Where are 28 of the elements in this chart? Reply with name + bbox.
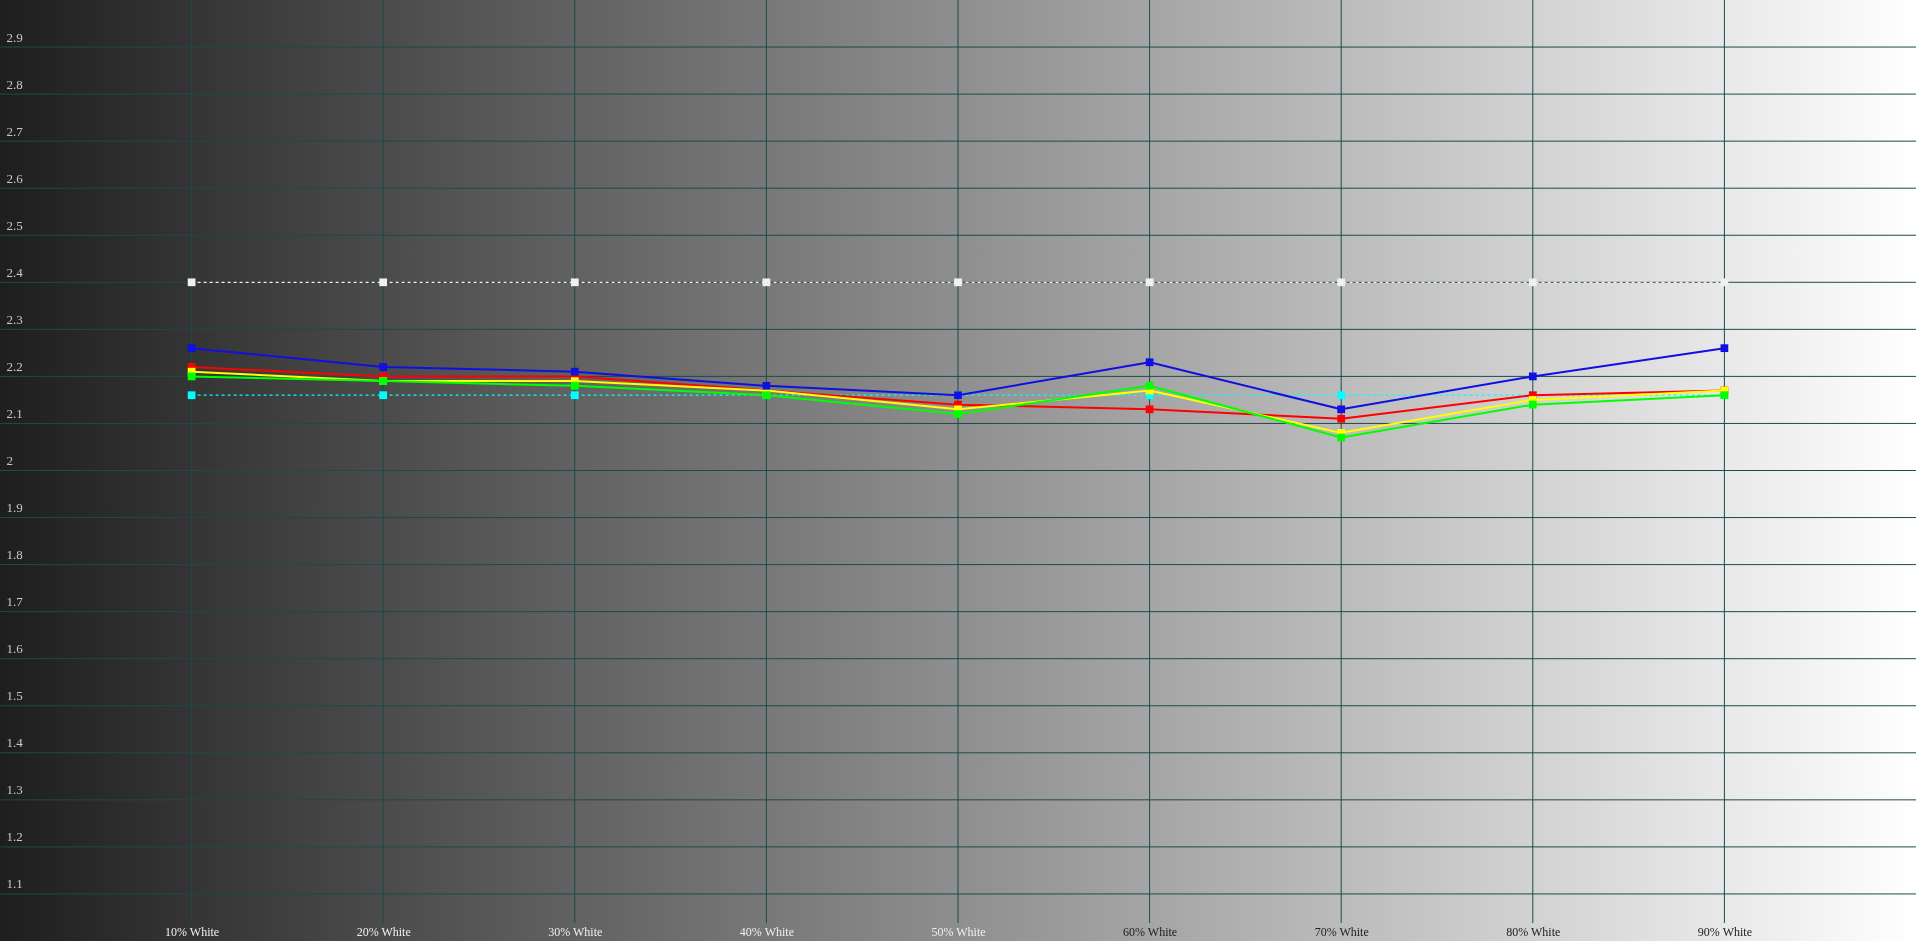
y-tick-label: 2.5 [6, 217, 23, 233]
x-tick-label: 40% White [739, 924, 794, 939]
y-tick-label: 1.1 [6, 876, 23, 892]
y-tick-label: 1.8 [6, 547, 23, 563]
y-tick-label: 2.2 [6, 358, 23, 374]
y-tick-label: 1.2 [6, 829, 23, 845]
x-tick-label: 50% White [931, 924, 986, 939]
x-tick-label: 80% White [1506, 924, 1561, 939]
y-tick-label: 2.9 [6, 29, 23, 45]
x-tick-label: 60% White [1123, 924, 1178, 939]
y-tick-label: 2.1 [6, 405, 23, 421]
y-tick-label: 2.8 [6, 76, 23, 92]
y-tick-label: 1.3 [6, 782, 23, 798]
y-tick-label: 2.6 [6, 170, 24, 186]
y-tick-label: 1.6 [6, 641, 24, 657]
x-tick-label: 20% White [356, 924, 411, 939]
y-tick-label: 1.7 [6, 594, 24, 610]
y-tick-label: 2.3 [6, 311, 23, 327]
y-tick-label: 1.4 [6, 735, 24, 751]
y-tick-label: 1.5 [6, 688, 23, 704]
x-tick-label: 90% White [1697, 924, 1752, 939]
x-tick-label: 30% White [548, 924, 603, 939]
y-tick-label: 1.9 [6, 500, 23, 516]
y-tick-label: 2.4 [6, 264, 24, 280]
y-tick-label: 2.7 [6, 123, 24, 139]
y-tick-label: 2 [6, 453, 13, 468]
x-tick-label: 70% White [1314, 924, 1369, 939]
x-tick-label: 10% White [165, 924, 220, 939]
